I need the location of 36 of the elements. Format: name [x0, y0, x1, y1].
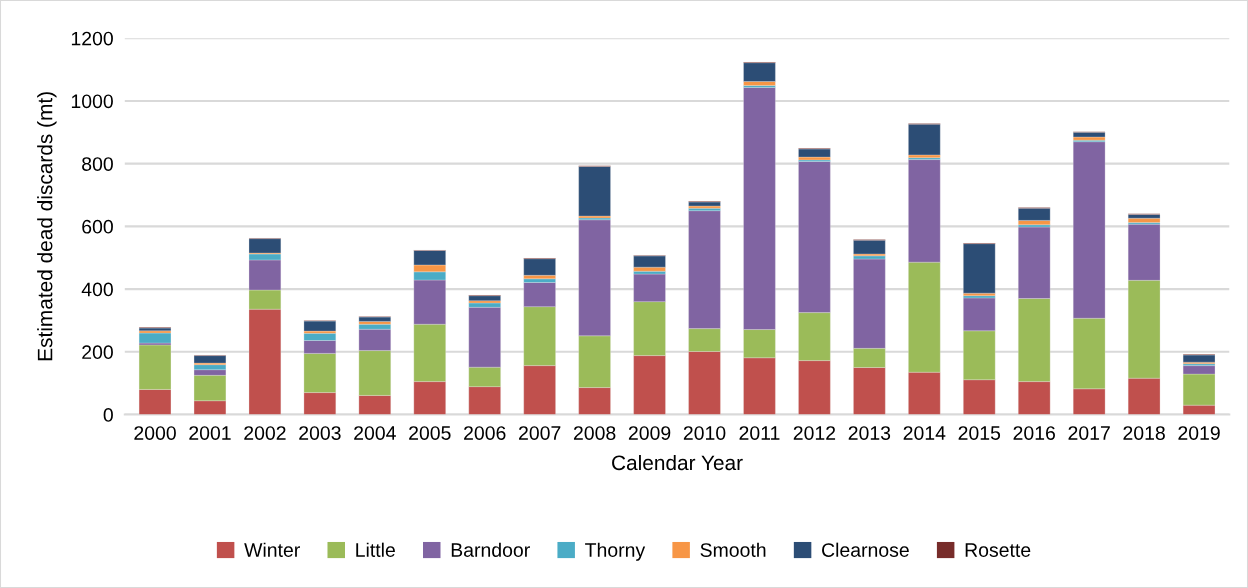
x-tick-label: 2006: [464, 426, 506, 440]
x-tick-label: 2004: [354, 426, 396, 440]
y-tick-label: 1200: [71, 31, 113, 46]
x-tick-label: 2016: [1013, 426, 1055, 440]
legend-label: Smooth: [700, 542, 766, 557]
y-tick-label: 200: [82, 345, 113, 360]
x-tick-label: 2011: [739, 426, 780, 440]
x-axis-title: Calendar Year: [612, 454, 743, 471]
x-tick-label: 2019: [1178, 426, 1220, 440]
x-tick-label: 2012: [793, 426, 836, 440]
y-tick-label: 1000: [71, 94, 113, 109]
x-tick-label: 2009: [628, 426, 671, 440]
legend-label: Barndoor: [451, 542, 530, 557]
y-tick-label: 400: [81, 282, 113, 297]
legend-label: Little: [356, 542, 395, 557]
legend-label: Clearnose: [822, 542, 909, 557]
legend-label: Rosette: [965, 543, 1031, 557]
x-tick-label: 2014: [903, 426, 946, 440]
x-tick-label: 2005: [409, 426, 451, 440]
x-tick-label: 2013: [848, 426, 891, 440]
x-tick-label: 2017: [1068, 426, 1110, 440]
y-tick-label: 600: [82, 219, 113, 234]
legend-label: Winter: [244, 542, 300, 557]
y-tick-label: 0: [103, 408, 113, 422]
x-tick-label: 2008: [573, 426, 616, 440]
x-tick-label: 2003: [299, 426, 341, 440]
x-tick-label: 2001: [189, 426, 231, 440]
x-tick-label: 2000: [134, 426, 176, 440]
x-tick-label: 2018: [1123, 426, 1165, 440]
y-tick-label: 800: [82, 157, 113, 171]
y-axis-title: Estimated dead discards (mt): [37, 92, 57, 361]
x-tick-label: 2010: [683, 426, 726, 440]
legend-label: Thorny: [585, 542, 646, 561]
x-tick-label: 2007: [519, 426, 561, 440]
x-tick-label: 2015: [958, 426, 1001, 440]
x-tick-label: 2002: [244, 426, 286, 440]
